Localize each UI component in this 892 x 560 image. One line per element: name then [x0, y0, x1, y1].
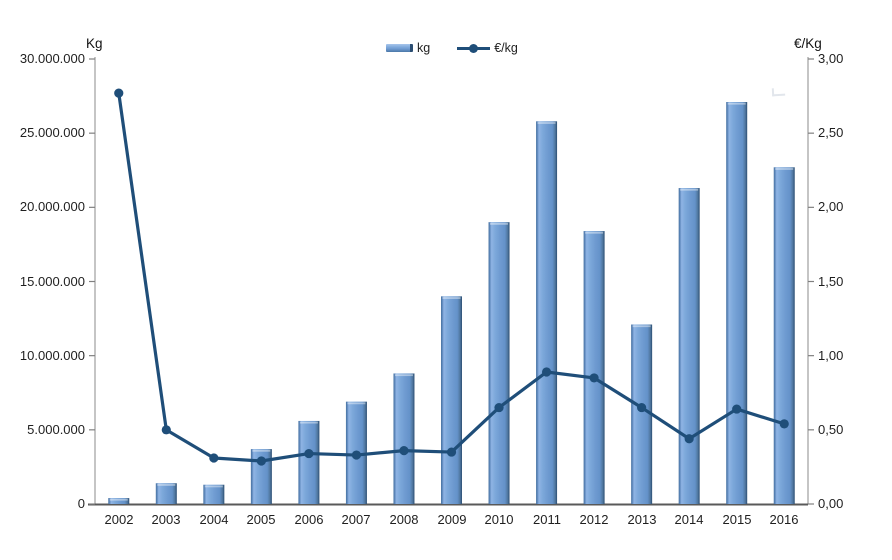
line-marker-2007 [351, 450, 362, 460]
x-tick-label-2011: 2011 [533, 512, 561, 527]
line-marker-2006 [304, 448, 314, 459]
bar-top-bevel [347, 402, 366, 405]
bar-2014 [678, 188, 700, 505]
bar-top-bevel [204, 485, 223, 488]
x-tick-label-2016: 2016 [769, 512, 799, 527]
bar-2010 [488, 222, 510, 504]
legend-label-kg: kg [417, 41, 431, 55]
x-tick-label-2005: 2005 [246, 512, 276, 527]
line-series-swatch-icon [457, 43, 491, 53]
x-tick-label-2003: 2003 [151, 512, 181, 527]
bar-top-bevel [680, 188, 699, 191]
bar-top-bevel [299, 421, 318, 424]
bar-top-bevel [442, 297, 461, 299]
line-marker-2004 [209, 453, 219, 463]
y-left-tick-label: 0 [77, 496, 85, 511]
bar-2004 [203, 484, 225, 504]
line-marker-2002 [114, 88, 124, 98]
bar-2003 [155, 483, 177, 504]
x-tick-label-2010: 2010 [484, 512, 514, 527]
y-right-tick-label: 1,50 [818, 274, 844, 289]
x-tick-label-2012: 2012 [579, 512, 609, 527]
y-right-tick-label: 0,00 [818, 496, 844, 511]
bar-2016 [773, 167, 795, 505]
y-right-tick-label: 2,50 [818, 125, 844, 140]
bar-2015 [726, 102, 748, 505]
legend-item-eur-per-kg: €/kg [457, 41, 518, 55]
bar-2005 [250, 449, 272, 504]
line-marker-2016 [779, 419, 789, 429]
bar-2009 [441, 296, 462, 504]
x-tick-label-2004: 2004 [199, 512, 229, 527]
x-tick-label-2008: 2008 [389, 512, 419, 527]
bar-2011 [536, 121, 558, 505]
smudge-artifact [771, 87, 786, 97]
x-tick-label-2013: 2013 [627, 512, 657, 527]
bar-top-bevel [394, 374, 413, 377]
legend: kg €/kg [386, 41, 518, 55]
legend-label-eur-per-kg: €/kg [494, 41, 518, 55]
bar-top-bevel [775, 168, 794, 170]
bar-top-bevel [109, 498, 128, 501]
x-tick-label-2015: 2015 [722, 512, 752, 527]
y-right-tick-label: 1,00 [818, 348, 844, 363]
bar-top-bevel [252, 449, 271, 452]
line-marker-2011 [541, 367, 552, 377]
line-marker-2009 [446, 447, 457, 457]
y-left-tick-label: 25.000.000 [19, 125, 85, 140]
y-left-tick-label: 10.000.000 [19, 348, 85, 363]
y-left-tick-label: 30.000.000 [19, 51, 85, 66]
bar-top-bevel [632, 325, 651, 328]
line-marker-2003 [161, 425, 171, 435]
x-tick-label-2014: 2014 [674, 512, 704, 527]
right-axis-title: €/Kg [794, 36, 822, 51]
legend-item-kg: kg [386, 41, 430, 55]
bar-top-bevel [727, 102, 746, 105]
line-marker-2005 [256, 456, 266, 466]
bar-2002 [108, 498, 130, 504]
x-tick-label-2007: 2007 [341, 512, 371, 527]
bar-top-bevel [490, 222, 509, 225]
line-marker-2010 [494, 402, 504, 413]
bar-top-bevel [537, 122, 556, 124]
bar-2008 [393, 373, 415, 504]
y-left-tick-label: 5.000.000 [27, 422, 85, 437]
y-right-tick-label: 3,00 [818, 51, 844, 66]
y-left-tick-label: 20.000.000 [19, 199, 85, 214]
bar-series-swatch-icon [386, 44, 413, 52]
y-left-tick-label: 15.000.000 [19, 274, 85, 289]
x-tick-label-2002: 2002 [104, 512, 134, 527]
bar-2013 [631, 324, 653, 504]
bar-top-bevel [157, 484, 176, 486]
y-right-tick-label: 0,50 [818, 422, 844, 437]
line-marker-2015 [732, 404, 742, 414]
line-marker-2014 [684, 434, 694, 444]
x-tick-label-2006: 2006 [294, 512, 324, 527]
line-marker-2012 [589, 373, 599, 383]
bar-top-bevel [585, 231, 604, 234]
bar-2006 [298, 420, 320, 504]
x-tick-label-2009: 2009 [437, 512, 467, 527]
y-right-tick-label: 2,00 [818, 199, 844, 214]
bar-2012 [583, 231, 605, 505]
line-marker-2008 [399, 446, 409, 456]
left-axis-title: Kg [86, 36, 103, 51]
line-marker-2013 [637, 402, 647, 413]
